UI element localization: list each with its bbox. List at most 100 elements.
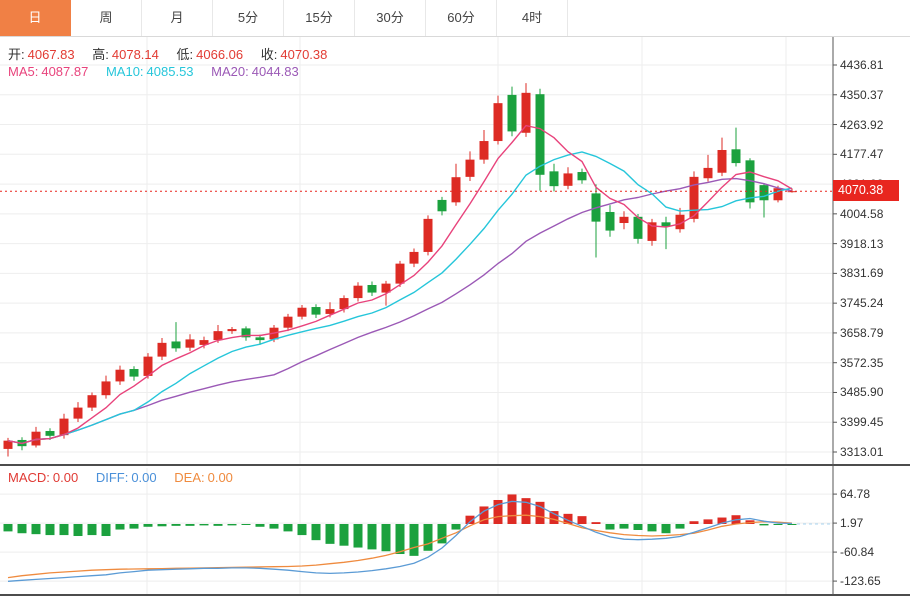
candle-body [689, 176, 699, 219]
macd-bar [311, 524, 321, 541]
macd-bar [367, 524, 377, 550]
macd-bar [213, 524, 223, 526]
candle-body [787, 191, 797, 193]
macd-bar [283, 524, 293, 532]
candle-body [325, 309, 335, 314]
macd-bar [241, 524, 251, 525]
ma-legend: MA5: 4087.87 MA10: 4085.53 MA20: 4044.83 [8, 64, 302, 79]
candle-body [465, 159, 475, 177]
price-axis-label: 3658.79 [840, 325, 884, 340]
macd-bar [3, 524, 13, 532]
candle-body [661, 222, 671, 227]
macd-bar [437, 524, 447, 544]
candle-body [549, 171, 559, 187]
macd-value: 0.00 [52, 470, 79, 485]
macd-bar [381, 524, 391, 552]
macd-bar [675, 524, 685, 529]
macd-bar [59, 524, 69, 536]
price-axis-label: 4350.37 [840, 87, 884, 102]
open-value: 4067.83 [27, 47, 75, 62]
candle-body [255, 337, 265, 341]
macd-bar [521, 498, 531, 524]
macd-bar [703, 519, 713, 524]
candle-body [647, 222, 657, 241]
price-axis-label: 4436.81 [840, 58, 884, 72]
tab-monthly[interactable]: 月 [142, 0, 213, 36]
candle-body [129, 369, 139, 377]
dea-label: DEA: [174, 470, 205, 485]
candle-body [143, 356, 153, 376]
tab-daily[interactable]: 日 [0, 0, 71, 36]
ma20-value: 4044.83 [251, 64, 299, 79]
candle-body [633, 216, 643, 239]
macd-bar [451, 524, 461, 530]
macd-bar [661, 524, 671, 534]
dea-value: 0.00 [207, 470, 233, 485]
candle-body [437, 199, 447, 212]
macd-bar [563, 513, 573, 524]
candle-body [773, 188, 783, 201]
ma10-line [7, 151, 793, 445]
macd-bar [409, 524, 419, 556]
ma10-label: MA10: [105, 64, 144, 79]
price-axis-label: 3572.35 [840, 355, 884, 370]
macd-bar [619, 524, 629, 529]
candle-body [493, 103, 503, 142]
candle-body [577, 172, 587, 181]
candle-body [451, 177, 461, 203]
ma5-value: 4087.87 [41, 64, 89, 79]
macd-bar [17, 524, 27, 534]
candle-body [171, 341, 181, 349]
macd-bar [353, 524, 363, 548]
macd-label: MACD: [8, 470, 50, 485]
tab-30min[interactable]: 30分 [355, 0, 426, 36]
price-axis-label: 4004.58 [840, 206, 884, 221]
macd-bar [577, 516, 587, 524]
candle-body [73, 407, 83, 419]
macd-bar [717, 517, 727, 524]
macd-bar [759, 524, 769, 526]
candle-body [675, 214, 685, 230]
price-axis-label: 4177.47 [840, 147, 884, 162]
low-value: 4066.06 [196, 47, 244, 62]
tab-15min[interactable]: 15分 [284, 0, 355, 36]
ma20-label: MA20: [211, 64, 249, 79]
macd-bar [185, 524, 195, 526]
macd-bar [647, 524, 657, 532]
macd-bar [297, 524, 307, 536]
ma10-value: 4085.53 [146, 64, 194, 79]
candle-body [353, 285, 363, 299]
dea-line [7, 514, 793, 579]
tab-60min[interactable]: 60分 [426, 0, 497, 36]
macd-bar [633, 524, 643, 531]
macd-bar [465, 515, 475, 524]
macd-bar [325, 524, 335, 544]
close-value: 4070.38 [280, 47, 328, 62]
price-axis-label: 3399.45 [840, 415, 884, 430]
candle-body [297, 307, 307, 317]
candle-body [213, 331, 223, 341]
close-label: 收: [260, 47, 278, 62]
candle-body [703, 167, 713, 179]
ma20-line [7, 177, 793, 445]
candle-body [479, 141, 489, 160]
macd-bar [157, 524, 167, 527]
candle-body [605, 211, 615, 231]
tab-5min[interactable]: 5分 [213, 0, 284, 36]
candle-body [423, 218, 433, 252]
macd-bar [115, 524, 125, 530]
macd-bar [269, 524, 279, 529]
candle-body [339, 298, 349, 310]
macd-bar [255, 524, 265, 527]
candle-body [241, 328, 251, 338]
candle-body [731, 149, 741, 164]
candle-body [563, 173, 573, 186]
tab-weekly[interactable]: 周 [71, 0, 142, 36]
tab-4hour[interactable]: 4时 [497, 0, 568, 36]
low-label: 低: [176, 47, 194, 62]
macd-bar [549, 511, 559, 524]
price-axis-label: 3485.90 [840, 385, 884, 400]
ma5-label: MA5: [8, 64, 39, 79]
